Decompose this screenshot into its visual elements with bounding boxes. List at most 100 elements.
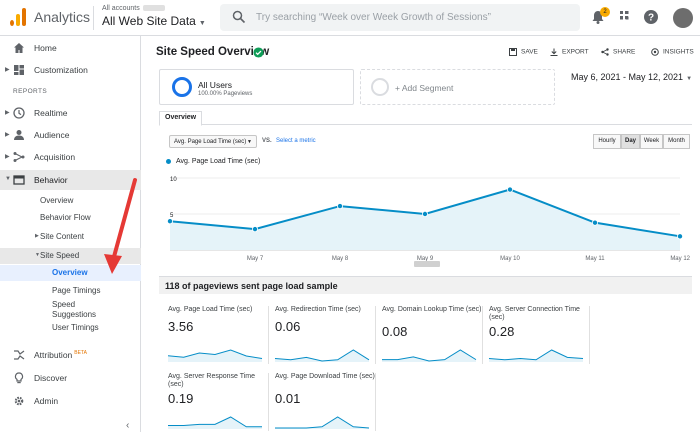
beta-badge: BETA bbox=[74, 350, 87, 356]
caret-right-icon: ▶ bbox=[5, 67, 10, 73]
divider bbox=[93, 6, 94, 30]
select-metric-link[interactable]: Select a metric bbox=[276, 138, 316, 144]
property-selector[interactable]: All Web Site Data ▼ bbox=[102, 14, 206, 28]
active-page-highlight bbox=[0, 265, 141, 281]
sparkline-line bbox=[488, 349, 584, 361]
home-icon bbox=[14, 43, 24, 53]
collapse-sidebar-icon[interactable]: ‹ bbox=[126, 420, 130, 431]
sidebar-item-behavior-flow[interactable]: Behavior Flow bbox=[40, 213, 91, 222]
sidebar-item-attribution[interactable]: Attribution BETA bbox=[0, 345, 141, 365]
download-icon bbox=[550, 48, 558, 56]
vs-label: VS. bbox=[262, 138, 272, 144]
data-point bbox=[336, 203, 343, 210]
analytics-logo-icon[interactable] bbox=[10, 8, 26, 26]
caret-down-icon: ▼ bbox=[198, 20, 206, 27]
metric-dropdown[interactable]: Avg. Page Load Time (sec) ▼ bbox=[169, 135, 257, 148]
metric-tile[interactable]: Avg. Server Response Time (sec) 0.19 bbox=[163, 373, 269, 431]
legend-swatch bbox=[166, 158, 171, 164]
metric-tile-value: 0.01 bbox=[275, 391, 301, 406]
date-range-picker[interactable]: May 6, 2021 - May 12, 2021 ▼ bbox=[571, 72, 693, 82]
add-segment-button[interactable]: + Add Segment bbox=[360, 69, 555, 105]
gear-icon bbox=[14, 396, 24, 406]
sidebar-item-realtime[interactable]: ▶ Realtime bbox=[5, 107, 68, 119]
data-point bbox=[252, 226, 259, 233]
sparkline bbox=[488, 349, 584, 362]
sidebar-item-page-timings[interactable]: Page Timings bbox=[52, 286, 101, 295]
app-title: Analytics bbox=[34, 9, 91, 25]
sparkline-area bbox=[168, 350, 262, 362]
sidebar-item-customization[interactable]: ▶ Customization bbox=[5, 65, 88, 75]
search-bar[interactable]: Try searching “Week over Week Growth of … bbox=[220, 4, 580, 31]
annotation-arrow bbox=[104, 178, 137, 274]
data-point bbox=[677, 233, 684, 240]
sidebar-item-behavior-overview[interactable]: Overview bbox=[40, 196, 74, 205]
granularity-month[interactable]: Month bbox=[663, 134, 690, 149]
caret-right-icon: ▶ bbox=[5, 154, 10, 160]
pageviews-summary: 118 of pageviews sent page load sample bbox=[165, 281, 338, 291]
sidebar-item-user-timings[interactable]: User Timings bbox=[52, 323, 99, 332]
metric-tile-title: Avg. Page Download Time (sec) bbox=[275, 373, 375, 380]
sidebar: Home ▶ Customization REPORTS ▶ Realtime … bbox=[0, 36, 141, 432]
metric-tile[interactable]: Avg. Server Connection Time (sec) 0.28 bbox=[484, 306, 590, 364]
caret-down-icon: ▼ bbox=[686, 76, 693, 82]
sidebar-item-admin[interactable]: Admin bbox=[0, 391, 141, 411]
sidebar-item-speed-suggestions-line2[interactable]: Suggestions bbox=[52, 310, 97, 319]
export-button[interactable]: EXPORT bbox=[550, 48, 589, 56]
share-button[interactable]: SHARE bbox=[601, 48, 635, 56]
explorer-tabs: Overview bbox=[159, 111, 692, 126]
metric-tile-value: 0.19 bbox=[168, 391, 194, 406]
sidebar-item-home[interactable]: Home bbox=[0, 38, 141, 58]
line-chart[interactable]: 10 5 May 7 May 8 May 9 May 10 May 11 May 12 bbox=[141, 168, 700, 268]
account-breadcrumb[interactable]: All accounts bbox=[102, 5, 165, 12]
sparkline-line bbox=[168, 416, 262, 428]
save-button[interactable]: SAVE bbox=[509, 48, 538, 56]
svg-text:?: ? bbox=[648, 13, 654, 24]
chart-resize-handle[interactable] bbox=[414, 261, 440, 267]
help-icon[interactable]: ? bbox=[643, 9, 659, 25]
granularity-week[interactable]: Week bbox=[640, 134, 663, 149]
acquisition-icon bbox=[13, 152, 25, 162]
metric-tile[interactable]: Avg. Redirection Time (sec) 0.06 bbox=[270, 306, 376, 364]
active-subsection-highlight bbox=[0, 248, 141, 264]
sidebar-item-discover[interactable]: Discover bbox=[0, 368, 141, 388]
sidebar-item-audience[interactable]: ▶ Audience bbox=[5, 130, 70, 140]
sparkline-area bbox=[168, 417, 262, 429]
user-avatar[interactable] bbox=[673, 8, 693, 28]
tab-overview[interactable]: Overview bbox=[159, 111, 203, 126]
metric-tile-value: 0.06 bbox=[275, 319, 301, 334]
insights-button[interactable]: INSIGHTS bbox=[651, 48, 694, 56]
sparkline bbox=[275, 416, 370, 429]
x-tick-label: May 9 bbox=[417, 256, 434, 262]
data-point bbox=[506, 186, 513, 193]
sidebar-item-site-speed[interactable]: ▼ Site Speed bbox=[35, 251, 80, 260]
search-placeholder: Try searching “Week over Week Growth of … bbox=[256, 12, 491, 23]
series-area bbox=[170, 189, 680, 250]
metric-tile-title: Avg. Server Connection Time (sec) bbox=[489, 306, 580, 321]
caret-right-icon: ▶ bbox=[35, 233, 39, 239]
granularity-hourly[interactable]: Hourly bbox=[593, 134, 621, 149]
metric-tile[interactable]: Avg. Page Load Time (sec) 3.56 bbox=[163, 306, 269, 364]
metric-tile-title: Avg. Redirection Time (sec) bbox=[275, 306, 361, 313]
caret-right-icon: ▶ bbox=[5, 132, 10, 138]
sparkline-line bbox=[167, 349, 263, 360]
sidebar-item-acquisition[interactable]: ▶ Acquisition bbox=[5, 152, 76, 162]
sidebar-item-speed-suggestions[interactable]: Speed bbox=[52, 300, 76, 309]
metric-tile-value: 3.56 bbox=[168, 319, 194, 334]
sparkline-area bbox=[275, 417, 369, 429]
notification-badge: 2 bbox=[600, 7, 610, 17]
sparkline-area bbox=[489, 350, 583, 362]
metric-tile[interactable]: Avg. Page Download Time (sec) 0.01 bbox=[270, 373, 376, 431]
sparkline-area bbox=[275, 350, 369, 362]
sidebar-item-site-speed-overview[interactable]: Overview bbox=[52, 268, 88, 277]
sidebar-item-behavior[interactable]: ▼ Behavior bbox=[5, 175, 68, 185]
save-icon bbox=[509, 48, 517, 56]
sidebar-item-site-content[interactable]: ▶ Site Content bbox=[35, 232, 85, 241]
y-tick-label: 10 bbox=[170, 177, 177, 183]
main-content: Site Speed Overview SAVE EXPORT SHARE IN… bbox=[141, 36, 700, 432]
segment-all-users[interactable]: All Users 100.00% Pageviews bbox=[159, 69, 354, 105]
metric-tile[interactable]: Avg. Domain Lookup Time (sec) 0.08 bbox=[377, 306, 483, 364]
dashboard-icon bbox=[14, 65, 24, 75]
granularity-day[interactable]: Day bbox=[621, 134, 640, 149]
apps-grid-icon[interactable] bbox=[618, 9, 634, 25]
x-tick-label: May 10 bbox=[500, 256, 520, 262]
